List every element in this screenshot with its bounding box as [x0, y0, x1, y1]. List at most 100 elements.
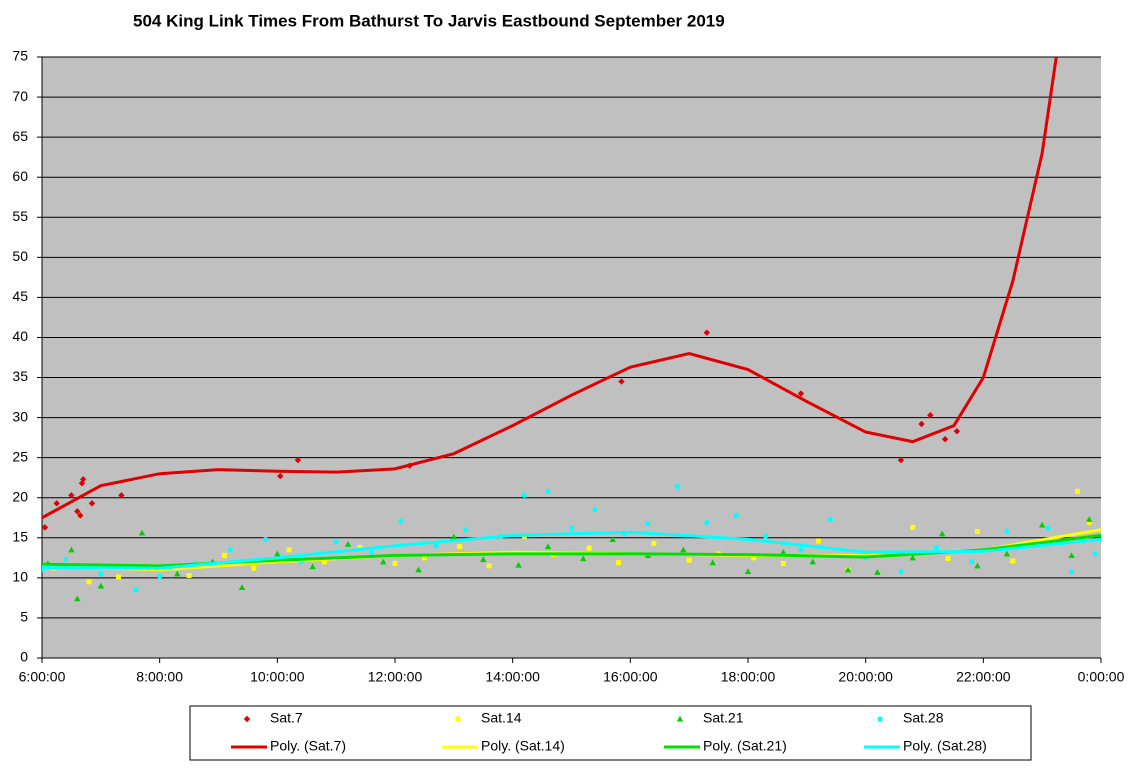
- legend-label: Sat.14: [481, 710, 522, 726]
- point: [798, 547, 804, 553]
- point: [933, 544, 939, 551]
- point: [1004, 528, 1010, 534]
- y-tick-label: 45: [12, 288, 28, 304]
- legend-marker: [877, 716, 883, 722]
- point: [568, 525, 575, 531]
- point: [98, 571, 104, 577]
- point: [42, 524, 49, 531]
- point: [480, 556, 487, 562]
- x-tick-label: 18:00:00: [721, 669, 776, 685]
- point: [294, 456, 302, 464]
- y-tick-label: 15: [12, 529, 28, 545]
- point: [545, 488, 551, 494]
- legend-label: Poly. (Sat.28): [903, 738, 987, 754]
- point: [74, 595, 81, 602]
- point: [874, 569, 881, 575]
- point: [68, 492, 75, 499]
- point: [138, 529, 146, 536]
- y-tick-label: 50: [12, 248, 28, 264]
- point: [580, 555, 587, 562]
- y-tick-label: 35: [12, 368, 28, 384]
- plot-marks: [42, 57, 1101, 602]
- point: [174, 570, 181, 577]
- point: [62, 556, 69, 563]
- point: [486, 563, 492, 569]
- point: [380, 558, 387, 565]
- legend-label: Poly. (Sat.21): [703, 738, 787, 754]
- x-tick-label: 14:00:00: [485, 669, 540, 685]
- y-tick-label: 0: [20, 649, 28, 665]
- point: [968, 559, 975, 565]
- y-tick-label: 20: [12, 488, 28, 504]
- point: [592, 507, 598, 513]
- point: [186, 572, 192, 578]
- point: [709, 559, 716, 566]
- point: [616, 560, 622, 566]
- point: [227, 547, 233, 553]
- point: [827, 516, 833, 522]
- y-tick-label: 5: [20, 609, 28, 625]
- point: [780, 549, 787, 555]
- y-tick-label: 30: [12, 408, 28, 424]
- point: [927, 411, 934, 419]
- point: [1010, 558, 1016, 564]
- point: [1045, 525, 1051, 531]
- point: [1092, 551, 1098, 557]
- point: [333, 539, 339, 545]
- point: [618, 378, 625, 385]
- point: [421, 555, 427, 561]
- y-tick-label: 55: [12, 208, 28, 224]
- point: [118, 492, 125, 499]
- point: [521, 492, 528, 498]
- point: [751, 555, 757, 561]
- point: [909, 554, 916, 561]
- point: [844, 566, 852, 573]
- point: [898, 568, 904, 575]
- point: [398, 518, 404, 524]
- point: [1086, 520, 1092, 526]
- point: [97, 582, 105, 589]
- point: [368, 549, 375, 555]
- point: [1068, 568, 1075, 575]
- point: [797, 390, 805, 397]
- legend-label: Sat.21: [703, 710, 744, 726]
- point: [68, 546, 75, 553]
- y-tick-label: 60: [12, 168, 28, 184]
- point: [53, 500, 60, 507]
- legend-label: Sat.7: [270, 710, 303, 726]
- point: [251, 565, 257, 571]
- point: [1074, 488, 1080, 494]
- legend-marker: [676, 715, 684, 722]
- point: [674, 483, 681, 490]
- point: [609, 536, 616, 542]
- trend-line: [42, 57, 1058, 520]
- y-tick-label: 40: [12, 328, 28, 344]
- point: [1068, 552, 1075, 558]
- point: [780, 560, 786, 566]
- y-tick-label: 65: [12, 128, 28, 144]
- x-tick-label: 6:00:00: [19, 669, 66, 685]
- point: [77, 512, 84, 519]
- point: [88, 500, 96, 507]
- chart-title: 504 King Link Times From Bathurst To Jar…: [133, 11, 725, 30]
- point: [357, 544, 363, 550]
- point: [974, 528, 980, 534]
- point: [262, 536, 269, 543]
- point: [945, 556, 951, 562]
- point: [744, 568, 752, 575]
- x-tick-label: 20:00:00: [838, 669, 893, 685]
- point: [157, 573, 163, 579]
- legend-box: [189, 705, 1032, 761]
- legend-label: Poly. (Sat.14): [481, 738, 565, 754]
- y-tick-label: 10: [12, 569, 28, 585]
- point: [238, 584, 246, 591]
- point: [809, 558, 816, 565]
- point: [433, 543, 439, 549]
- trend-line: [42, 530, 1101, 570]
- legend-label: Poly. (Sat.7): [270, 738, 346, 754]
- point: [309, 563, 316, 570]
- point: [704, 519, 710, 526]
- point: [910, 524, 916, 530]
- point: [1003, 550, 1011, 557]
- legend-marker: [455, 716, 461, 722]
